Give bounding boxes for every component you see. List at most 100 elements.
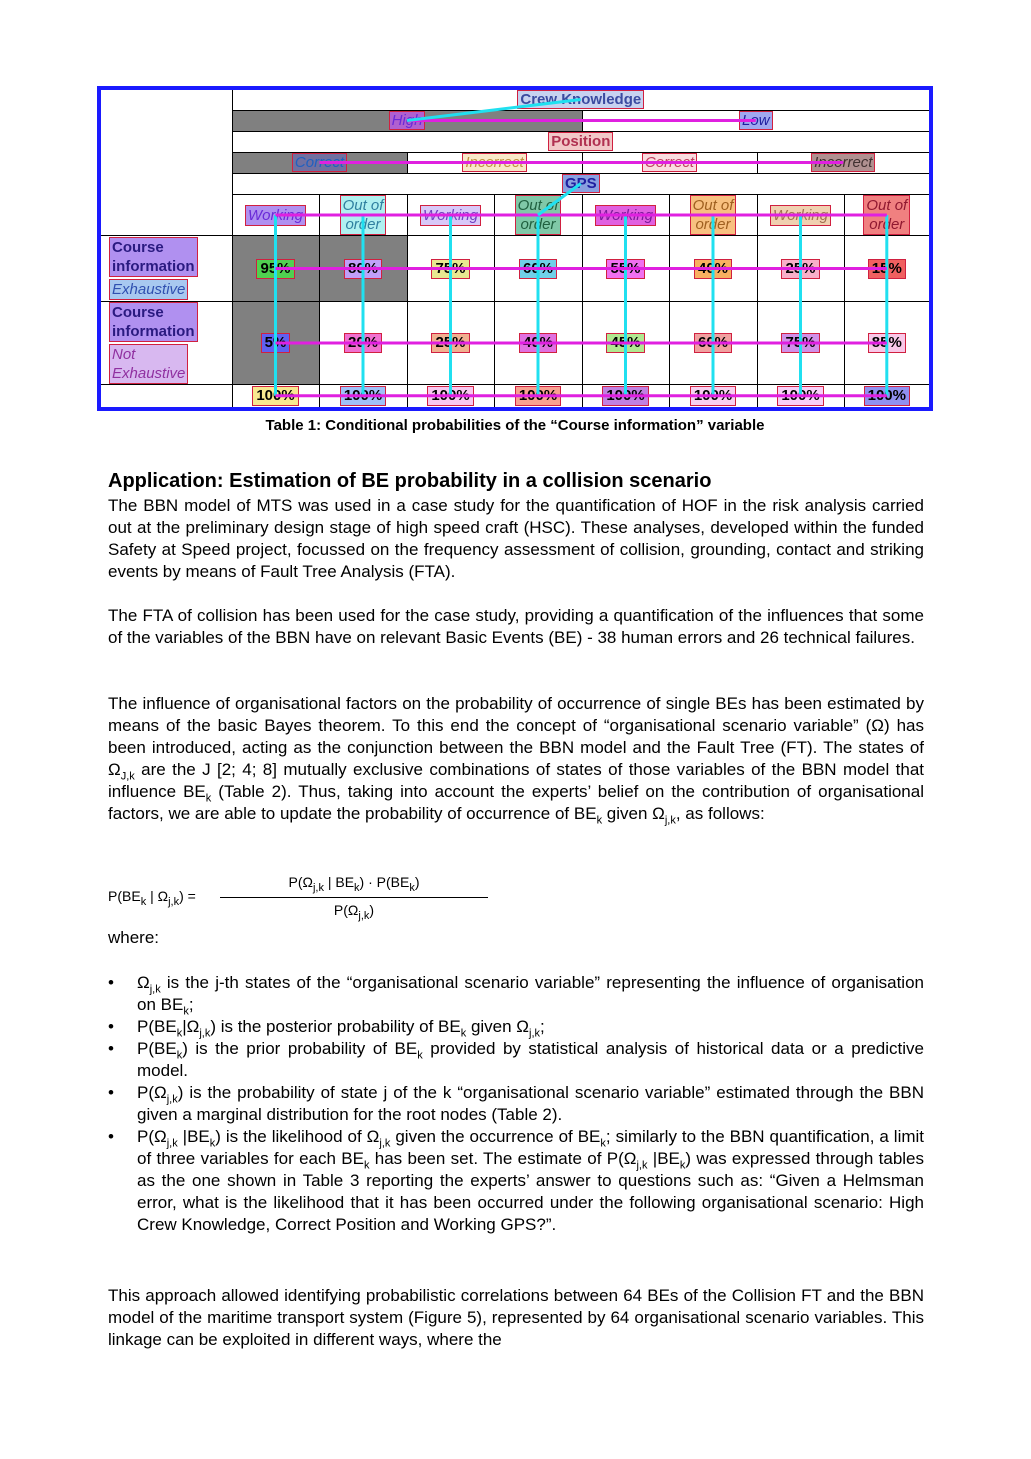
value-cell: 75%	[756, 301, 845, 385]
gps-level-cell: Working	[231, 194, 320, 236]
row-label-not-exhaustive: Course information Not Exhaustive	[98, 301, 233, 385]
crew-knowledge-header-cell: Crew Knowledge	[231, 87, 932, 111]
probability-value: 100%	[514, 385, 562, 406]
value-cell: 15%	[843, 235, 932, 302]
gps-level: Working	[594, 204, 656, 226]
probability-value: 15%	[867, 258, 906, 279]
probability-value: 60%	[518, 258, 558, 279]
probability-row-not-exhaustive: Course information Not Exhaustive 5% 20% 25%…	[98, 301, 932, 385]
table-caption: Table 1: Conditional probabilities of th…	[265, 417, 765, 434]
value-cell: 100%	[843, 384, 932, 409]
probability-value: 75%	[431, 258, 470, 279]
probability-value: 75%	[781, 333, 820, 353]
probability-value: 25%	[431, 333, 470, 353]
crew-level-high-cell: High	[231, 110, 583, 132]
position-level: Correct	[291, 153, 348, 172]
paragraph-4-text: This approach allowed identifying probab…	[108, 1286, 924, 1349]
crew-level-high: High	[388, 111, 426, 130]
crew-level-low: Low	[739, 111, 773, 130]
row-label-state: Not Exhaustive	[109, 344, 189, 384]
table-corner	[99, 88, 233, 236]
probability-value: 55%	[606, 258, 645, 279]
row-label-state: Exhaustive	[109, 279, 189, 300]
value-cell: 100%	[406, 384, 495, 409]
paragraph-2: The FTA of collision has been used for t…	[108, 605, 924, 649]
definition-list: • Ωj,k is the j-th states of the “organis…	[108, 972, 924, 1236]
gps-level-cell: Out of order	[843, 194, 932, 236]
paragraph-1-text: The BBN model of MTS was used in a case …	[108, 496, 924, 581]
formula-denominator: P(Ωj,k)	[333, 902, 375, 922]
gps-level-cell: Working	[756, 194, 845, 236]
gps-level-cell: Out of order	[668, 194, 758, 236]
list-item: • P(BEk) is the prior probability of BEk …	[108, 1039, 924, 1080]
probability-value: 100%	[252, 385, 299, 406]
gps-level-cell: Out of order	[318, 194, 408, 236]
paragraph-1: The BBN model of MTS was used in a case …	[108, 495, 924, 583]
value-cell: 100%	[668, 384, 758, 409]
value-cell: 40%	[668, 235, 758, 302]
probability-value: 40%	[518, 333, 558, 353]
gps-level-cell: Working	[406, 194, 495, 236]
total-row-label	[98, 384, 233, 409]
paragraph-3: The influence of organisational factors …	[108, 694, 924, 827]
crew-knowledge-header: Crew Knowledge	[517, 90, 645, 109]
position-level-cell: Incorrect	[756, 152, 932, 174]
gps-header-cell: GPS	[231, 173, 932, 195]
row-label-exhaustive: Course information Exhaustive	[98, 235, 233, 302]
value-cell: 100%	[581, 384, 670, 409]
conditional-probability-table-figure: Crew Knowledge High Low Position Correct…	[97, 86, 934, 411]
gps-level: Out of order	[514, 195, 562, 235]
position-level-cell: Incorrect	[406, 152, 583, 174]
gps-level: Out of order	[339, 195, 387, 235]
list-item: • Ωj,k is the j-th states of the “organis…	[108, 973, 924, 1018]
section-heading: Application: Estimation of BE probabilit…	[108, 470, 712, 492]
gps-level-cell: Out of order	[493, 194, 583, 236]
gps-level: Working	[419, 204, 481, 226]
probability-value: 85%	[867, 333, 906, 353]
gps-level: Out of order	[863, 195, 911, 235]
position-header: Position	[548, 132, 614, 151]
probability-value: 45%	[606, 333, 645, 353]
probability-value: 100%	[427, 385, 474, 406]
probability-value: 95%	[256, 258, 295, 279]
where-label: where:	[108, 928, 160, 947]
value-cell: 25%	[406, 301, 495, 385]
formula-numerator: P(Ωj,k | BEk) · P(BEk)	[288, 874, 420, 894]
gps-header: GPS	[561, 174, 600, 193]
value-cell: 40%	[493, 301, 583, 385]
row-label-bold: Course information	[109, 237, 198, 277]
list-item: • P(Ωj,k |BEk) is the likelihood of Ωj,k …	[108, 1127, 925, 1234]
probability-value: 20%	[343, 333, 383, 353]
position-header-cell: Position	[231, 131, 932, 153]
list-item: • P(BEk|Ωj,k) is the posterior probabilit…	[108, 1017, 545, 1040]
row-label-bold: Course information	[109, 302, 198, 342]
formula-lhs: P(BEk | Ωj,k) =	[108, 888, 196, 908]
position-level: Incorrect	[462, 153, 527, 172]
probability-value: 100%	[339, 385, 387, 406]
gps-level-cell: Working	[581, 194, 670, 236]
probability-value: 100%	[602, 385, 649, 406]
probability-value: 100%	[777, 385, 824, 406]
value-cell: 100%	[756, 384, 845, 409]
gps-level: Working	[769, 204, 831, 226]
probability-value: 5%	[260, 333, 291, 353]
value-cell: 60%	[493, 235, 583, 302]
value-cell: 20%	[318, 301, 408, 385]
probability-value: 25%	[781, 258, 820, 279]
value-cell: 25%	[756, 235, 845, 302]
value-cell: 55%	[581, 235, 670, 302]
value-cell: 100%	[318, 384, 408, 409]
paragraph-2-text: The FTA of collision has been used for t…	[108, 606, 924, 647]
value-cell: 80%	[318, 235, 408, 302]
position-level-cell: Correct	[581, 152, 758, 174]
crew-level-low-cell: Low	[581, 110, 932, 132]
probability-value: 100%	[863, 385, 910, 406]
value-cell: 75%	[406, 235, 495, 302]
gps-level: Working	[244, 204, 306, 226]
probability-value: 100%	[689, 385, 737, 406]
gps-level: Out of order	[689, 195, 737, 235]
formula-fraction-bar	[220, 897, 488, 898]
list-item: • P(Ωj,k) is the probability of state j o…	[108, 1083, 924, 1124]
paragraph-4: This approach allowed identifying probab…	[108, 1285, 924, 1351]
probability-value: 40%	[693, 258, 733, 279]
